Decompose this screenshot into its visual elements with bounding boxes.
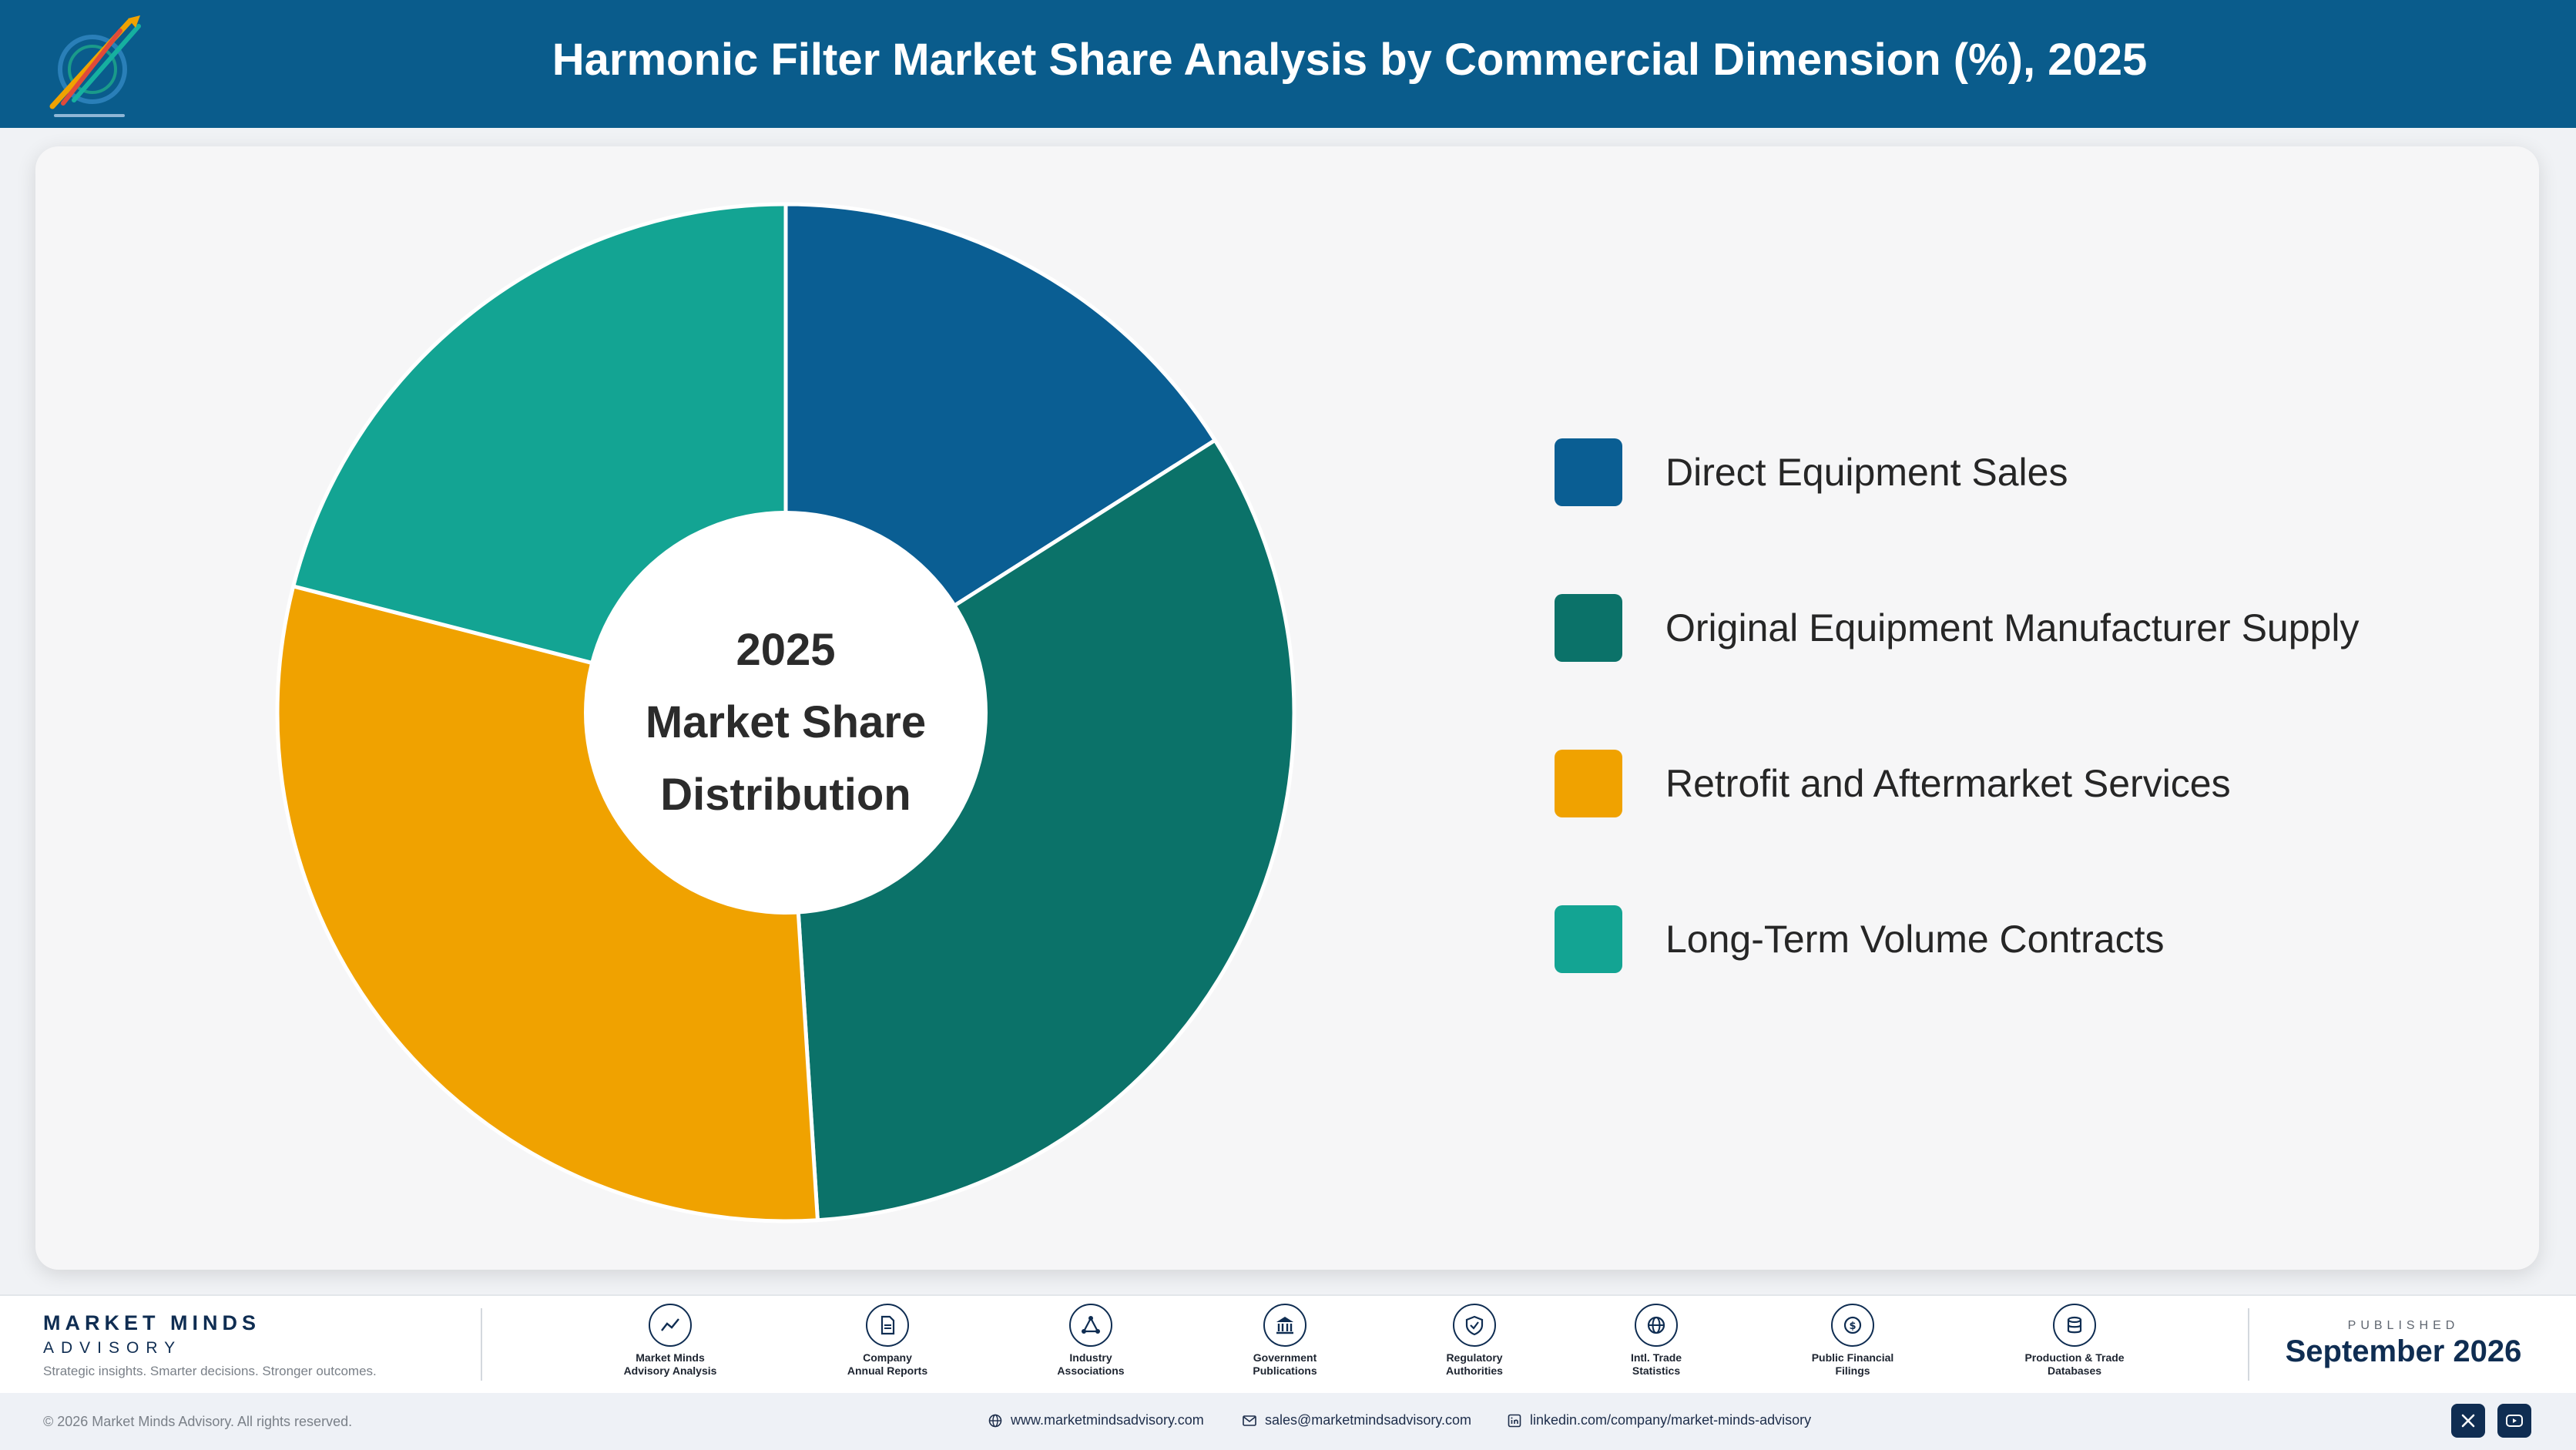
source-label: Public Financial Filings: [1811, 1351, 1894, 1377]
x-icon[interactable]: [2451, 1404, 2485, 1438]
linkedin-link[interactable]: linkedin.com/company/market-minds-adviso…: [1507, 1412, 1811, 1428]
brand-subtitle: ADVISORY: [43, 1339, 183, 1357]
mail-icon: [1243, 1415, 1256, 1426]
legend-swatch: [1555, 905, 1622, 973]
globe-icon: [988, 1414, 1002, 1427]
market-minds-advisory-logo: [49, 15, 141, 117]
chart-title: Harmonic Filter Market Share Analysis by…: [552, 35, 2148, 85]
header-bar: Harmonic Filter Market Share Analysis by…: [0, 0, 2576, 128]
trend-chart-icon: [649, 1304, 692, 1347]
center-label-year: 2025: [736, 625, 835, 675]
website-link[interactable]: www.marketmindsadvisory.com: [988, 1412, 1204, 1428]
source-label: Production & Trade Databases: [2024, 1351, 2125, 1377]
website-text: www.marketmindsadvisory.com: [1011, 1412, 1204, 1428]
legend-label: Direct Equipment Sales: [1665, 451, 2068, 494]
chart-legend: Direct Equipment Sales Original Equipmen…: [1555, 438, 2479, 1062]
database-icon: [2053, 1304, 2096, 1347]
copyright-text: © 2026 Market Minds Advisory. All rights…: [43, 1414, 353, 1429]
source-label: Regulatory Authorities: [1446, 1351, 1503, 1377]
legend-swatch: [1555, 438, 1622, 506]
brand-name: MARKET MINDS: [43, 1311, 260, 1334]
source-label: Market Minds Advisory Analysis: [623, 1351, 717, 1377]
footer: MARKET MINDS ADVISORY Strategic insights…: [0, 1294, 2576, 1393]
footer-divider: [481, 1308, 482, 1381]
source-market-minds-analysis: Market Minds Advisory Analysis: [593, 1304, 747, 1378]
published-label: PUBLISHED: [2347, 1319, 2460, 1332]
linkedin-icon: [1508, 1414, 1521, 1427]
source-label: Industry Associations: [1057, 1351, 1125, 1377]
source-production-trade-databases: Production & Trade Databases: [1997, 1304, 2152, 1378]
brand-tagline: Strategic insights. Smarter decisions. S…: [43, 1364, 377, 1378]
source-label: Company Annual Reports: [847, 1351, 928, 1377]
legend-item-retrofit-aftermarket: Retrofit and Aftermarket Services: [1555, 750, 2479, 817]
globe-icon: [1635, 1304, 1678, 1347]
legend-item-direct-equipment-sales: Direct Equipment Sales: [1555, 438, 2479, 506]
source-label: Intl. Trade Statistics: [1630, 1351, 1682, 1377]
source-company-reports: Company Annual Reports: [810, 1304, 964, 1378]
center-label-line3: Distribution: [660, 770, 911, 820]
source-industry-associations: Industry Associations: [1014, 1304, 1168, 1378]
source-intl-trade-statistics: Intl. Trade Statistics: [1579, 1304, 1733, 1378]
source-government-publications: Government Publications: [1208, 1304, 1362, 1378]
donut-chart: 2025 Market Share Distribution: [277, 204, 1294, 1222]
dollar-coin-icon: $: [1831, 1304, 1874, 1347]
source-regulatory-authorities: Regulatory Authorities: [1397, 1304, 1551, 1378]
network-icon: [1069, 1304, 1112, 1347]
source-label: Government Publications: [1253, 1351, 1317, 1377]
document-icon: [866, 1304, 909, 1347]
published-date: September 2026: [2285, 1334, 2522, 1368]
center-label-line2: Market Share: [646, 697, 926, 747]
legend-label: Original Equipment Manufacturer Supply: [1665, 606, 2360, 649]
footer-divider: [2248, 1308, 2249, 1381]
donut-hole: [584, 511, 988, 915]
legend-item-long-term-contracts: Long-Term Volume Contracts: [1555, 905, 2479, 973]
government-building-icon: [1263, 1304, 1306, 1347]
legend-swatch: [1555, 594, 1622, 662]
source-public-financial-filings: $ Public Financial Filings: [1776, 1304, 1930, 1378]
youtube-icon[interactable]: [2497, 1404, 2531, 1438]
linkedin-text: linkedin.com/company/market-minds-adviso…: [1530, 1412, 1812, 1428]
legend-label: Long-Term Volume Contracts: [1665, 918, 2165, 961]
svg-text:$: $: [1849, 1321, 1856, 1332]
legend-label: Retrofit and Aftermarket Services: [1665, 762, 2231, 805]
email-link[interactable]: sales@marketmindsadvisory.com: [1242, 1412, 1471, 1428]
email-text: sales@marketmindsadvisory.com: [1265, 1412, 1472, 1428]
legend-item-oem-supply: Original Equipment Manufacturer Supply: [1555, 594, 2479, 662]
shield-check-icon: [1453, 1304, 1496, 1347]
legend-swatch: [1555, 750, 1622, 817]
bottom-bar: © 2026 Market Minds Advisory. All rights…: [0, 1393, 2576, 1450]
